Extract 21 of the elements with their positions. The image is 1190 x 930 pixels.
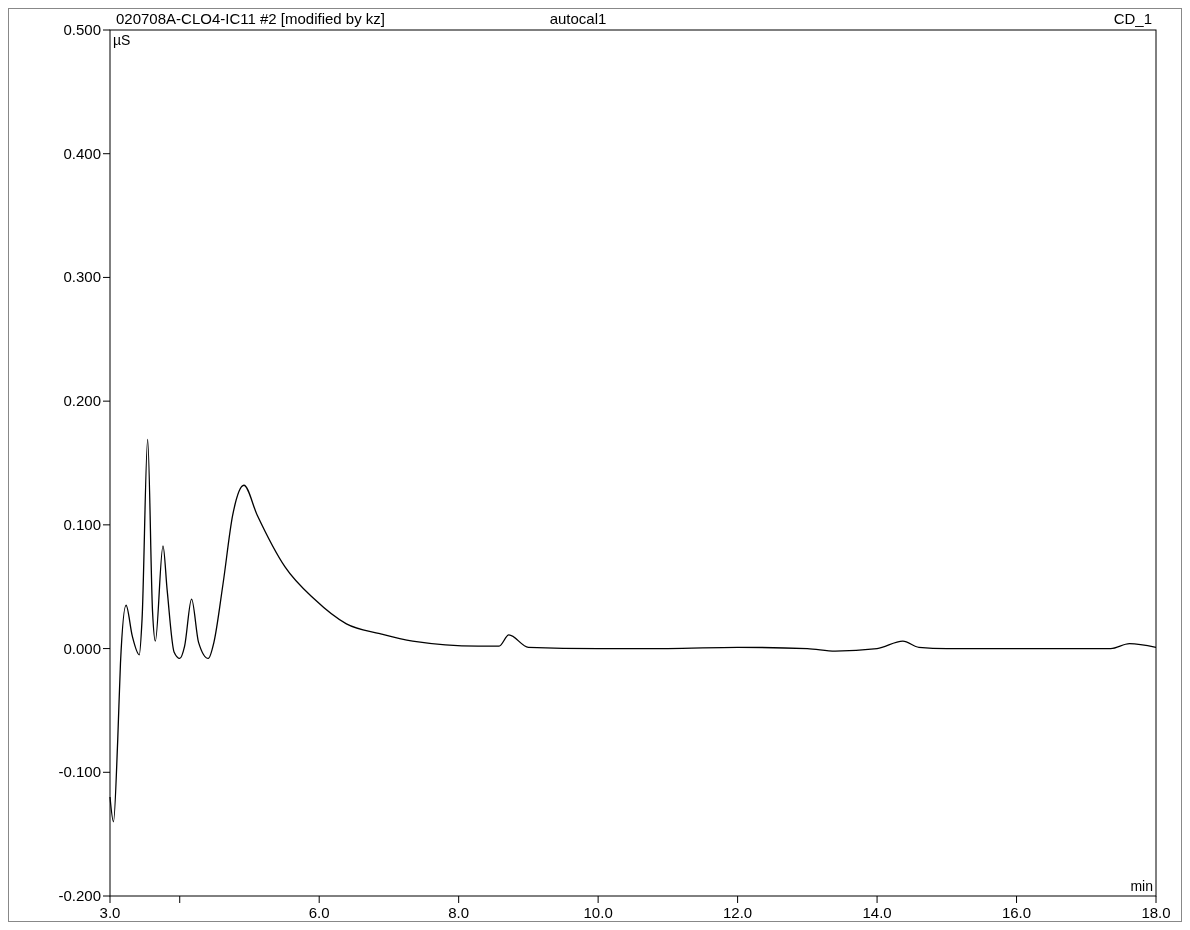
y-axis-title: µS — [113, 32, 131, 48]
y-tick-label: 0.300 — [63, 268, 101, 286]
x-tick-label: 18.0 — [1141, 904, 1171, 921]
x-tick-label: 8.0 — [448, 904, 470, 921]
x-axis-title: min — [1130, 878, 1153, 894]
y-tick-label: -0.200 — [58, 887, 101, 904]
text: CD_1 — [1113, 10, 1152, 27]
y-tick-label: 0.000 — [63, 639, 101, 657]
text: autocal1 — [549, 10, 607, 27]
y-tick-label: 0.400 — [63, 144, 101, 162]
x-tick-label: 12.0 — [723, 904, 753, 921]
x-tick-label: 6.0 — [308, 904, 330, 921]
chart-title: 020708A-CLO4-IC11 #2 [modified by kz] — [116, 10, 386, 27]
x-tick-label: 16.0 — [1001, 904, 1032, 921]
y-tick-label: 0.100 — [63, 515, 101, 533]
y-tick-label: 0.500 — [63, 21, 101, 38]
x-tick-label: 14.0 — [862, 904, 892, 921]
x-tick-label: 3.0 — [99, 904, 121, 921]
y-tick-label: -0.100 — [58, 763, 101, 781]
x-tick-label: 10.0 — [583, 904, 613, 921]
y-tick-label: 0.200 — [63, 392, 101, 410]
